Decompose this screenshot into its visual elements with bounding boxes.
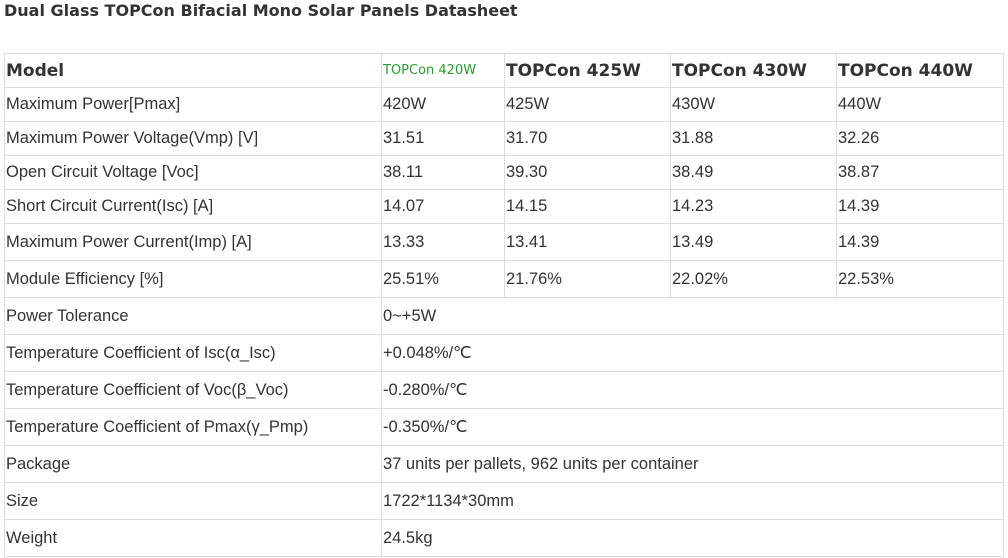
row-value: 22.02% [670, 260, 837, 298]
table-row: Temperature Coefficient of Isc(α_Isc) +0… [4, 334, 1004, 372]
row-label: Size [4, 482, 382, 520]
row-label: Maximum Power[Pmax] [4, 87, 382, 122]
row-value: 39.30 [504, 155, 671, 190]
header-model-425w: TOPCon 425W [504, 53, 671, 88]
row-label: Open Circuit Voltage [Voc] [4, 155, 382, 190]
row-value: 420W [381, 87, 505, 122]
row-value: 1722*1134*30mm [381, 482, 1004, 520]
header-model-label: Model [4, 53, 382, 88]
table-row: Package 37 units per pallets, 962 units … [4, 445, 1004, 483]
table-row: Maximum Power[Pmax] 420W 425W 430W 440W [4, 87, 1004, 122]
row-value: 14.15 [504, 189, 671, 224]
row-value: 13.33 [381, 223, 505, 261]
table-row: Temperature Coefficient of Pmax(γ_Pmp) -… [4, 408, 1004, 446]
table-row: Size 1722*1134*30mm [4, 482, 1004, 520]
row-label: Module Efficiency [%] [4, 260, 382, 298]
row-label: Maximum Power Current(Imp) [A] [4, 223, 382, 261]
row-value: 14.07 [381, 189, 505, 224]
row-label: Temperature Coefficient of Isc(α_Isc) [4, 334, 382, 372]
row-label: Temperature Coefficient of Voc(β_Voc) [4, 371, 382, 409]
row-value: 13.41 [504, 223, 671, 261]
row-label: Power Tolerance [4, 297, 382, 335]
row-label: Maximum Power Voltage(Vmp) [V] [4, 121, 382, 156]
row-value: 25.51% [381, 260, 505, 298]
page-title: Dual Glass TOPCon Bifacial Mono Solar Pa… [4, 1, 518, 20]
row-value: 425W [504, 87, 671, 122]
row-value: 14.39 [836, 223, 1004, 261]
header-model-420w: TOPCon 420W [381, 53, 505, 88]
row-label: Package [4, 445, 382, 483]
row-value: 14.23 [670, 189, 837, 224]
datasheet-table: Model TOPCon 420W TOPCon 425W TOPCon 430… [4, 53, 1004, 557]
row-value: 38.49 [670, 155, 837, 190]
row-value: 38.11 [381, 155, 505, 190]
row-label: Short Circuit Current(Isc) [A] [4, 189, 382, 224]
header-row: Model TOPCon 420W TOPCon 425W TOPCon 430… [4, 53, 1004, 88]
table-row: Short Circuit Current(Isc) [A] 14.07 14.… [4, 189, 1004, 224]
header-model-440w: TOPCon 440W [836, 53, 1004, 88]
table-row: Maximum Power Current(Imp) [A] 13.33 13.… [4, 223, 1004, 261]
row-label: Temperature Coefficient of Pmax(γ_Pmp) [4, 408, 382, 446]
row-value: 21.76% [504, 260, 671, 298]
row-value: 37 units per pallets, 962 units per cont… [381, 445, 1004, 483]
row-value: 31.70 [504, 121, 671, 156]
table-row: Weight 24.5kg [4, 519, 1004, 557]
row-value: 38.87 [836, 155, 1004, 190]
header-model-430w: TOPCon 430W [670, 53, 837, 88]
row-label: Weight [4, 519, 382, 557]
row-value: 14.39 [836, 189, 1004, 224]
row-value: 22.53% [836, 260, 1004, 298]
row-value: 13.49 [670, 223, 837, 261]
table-row: Temperature Coefficient of Voc(β_Voc) -0… [4, 371, 1004, 409]
row-value: -0.280%/℃ [381, 371, 1004, 409]
row-value: 440W [836, 87, 1004, 122]
table-row: Open Circuit Voltage [Voc] 38.11 39.30 3… [4, 155, 1004, 190]
row-value: 31.51 [381, 121, 505, 156]
row-value: 24.5kg [381, 519, 1004, 557]
table-row: Module Efficiency [%] 25.51% 21.76% 22.0… [4, 260, 1004, 298]
row-value: -0.350%/℃ [381, 408, 1004, 446]
table-row: Maximum Power Voltage(Vmp) [V] 31.51 31.… [4, 121, 1004, 156]
row-value: +0.048%/℃ [381, 334, 1004, 372]
row-value: 32.26 [836, 121, 1004, 156]
row-value: 430W [670, 87, 837, 122]
row-value: 31.88 [670, 121, 837, 156]
table-row: Power Tolerance 0~+5W [4, 297, 1004, 335]
row-value: 0~+5W [381, 297, 1004, 335]
